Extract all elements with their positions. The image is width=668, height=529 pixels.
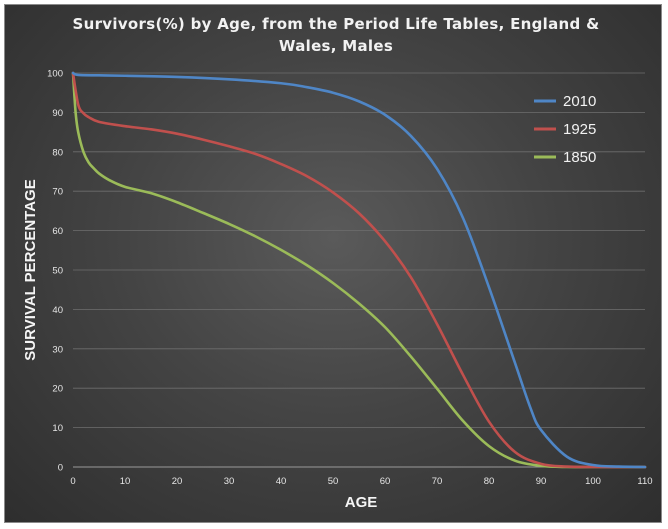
y-tick-label: 100 — [47, 69, 63, 80]
x-tick-label: 90 — [536, 476, 547, 487]
y-tick-label: 90 — [52, 108, 63, 119]
y-tick-label: 60 — [52, 226, 63, 237]
y-tick-label: 50 — [52, 266, 63, 277]
x-tick-label: 20 — [172, 476, 183, 487]
x-axis-ticks: 0 10 20 30 40 50 60 70 80 90 100 110 — [70, 476, 652, 487]
x-tick-label: 30 — [224, 476, 235, 487]
series-lines — [71, 71, 647, 469]
x-axis-title: AGE — [345, 494, 378, 511]
series-line-1925 — [71, 71, 647, 469]
chart-title-line-2: Wales, Males — [279, 37, 393, 55]
gridlines — [73, 72, 645, 468]
y-axis-title: SURVIVAL PERCENTAGE — [22, 179, 39, 360]
chart-title: Survivors(%) by Age, from the Period Lif… — [73, 15, 600, 55]
y-tick-label: 80 — [52, 147, 63, 158]
x-tick-label: 40 — [276, 476, 287, 487]
series-line-1850 — [71, 71, 647, 469]
y-tick-label: 20 — [52, 384, 63, 395]
chart-frame: Survivors(%) by Age, from the Period Lif… — [4, 4, 662, 523]
y-tick-label: 30 — [52, 344, 63, 355]
legend-label-1850: 1850 — [563, 149, 596, 166]
legend-label-1925: 1925 — [563, 121, 596, 138]
survival-chart: Survivors(%) by Age, from the Period Lif… — [22, 15, 653, 511]
legend: 2010 1925 1850 — [534, 93, 596, 166]
chart-title-line-1: Survivors(%) by Age, from the Period Lif… — [73, 15, 600, 33]
y-tick-label: 40 — [52, 305, 63, 316]
series-line-2010 — [71, 71, 647, 469]
x-tick-label: 80 — [484, 476, 495, 487]
y-tick-label: 10 — [52, 423, 63, 434]
x-tick-label: 60 — [380, 476, 391, 487]
x-tick-label: 110 — [637, 476, 652, 487]
y-tick-label: 0 — [58, 463, 63, 474]
x-tick-label: 50 — [328, 476, 339, 487]
x-tick-label: 10 — [120, 476, 131, 487]
legend-label-2010: 2010 — [563, 93, 596, 110]
x-tick-label: 70 — [432, 476, 443, 487]
x-tick-label: 100 — [585, 476, 601, 487]
y-tick-label: 70 — [52, 187, 63, 198]
y-axis-ticks: 0 10 20 30 40 50 60 70 80 90 100 — [47, 69, 63, 474]
x-tick-label: 0 — [70, 476, 75, 487]
